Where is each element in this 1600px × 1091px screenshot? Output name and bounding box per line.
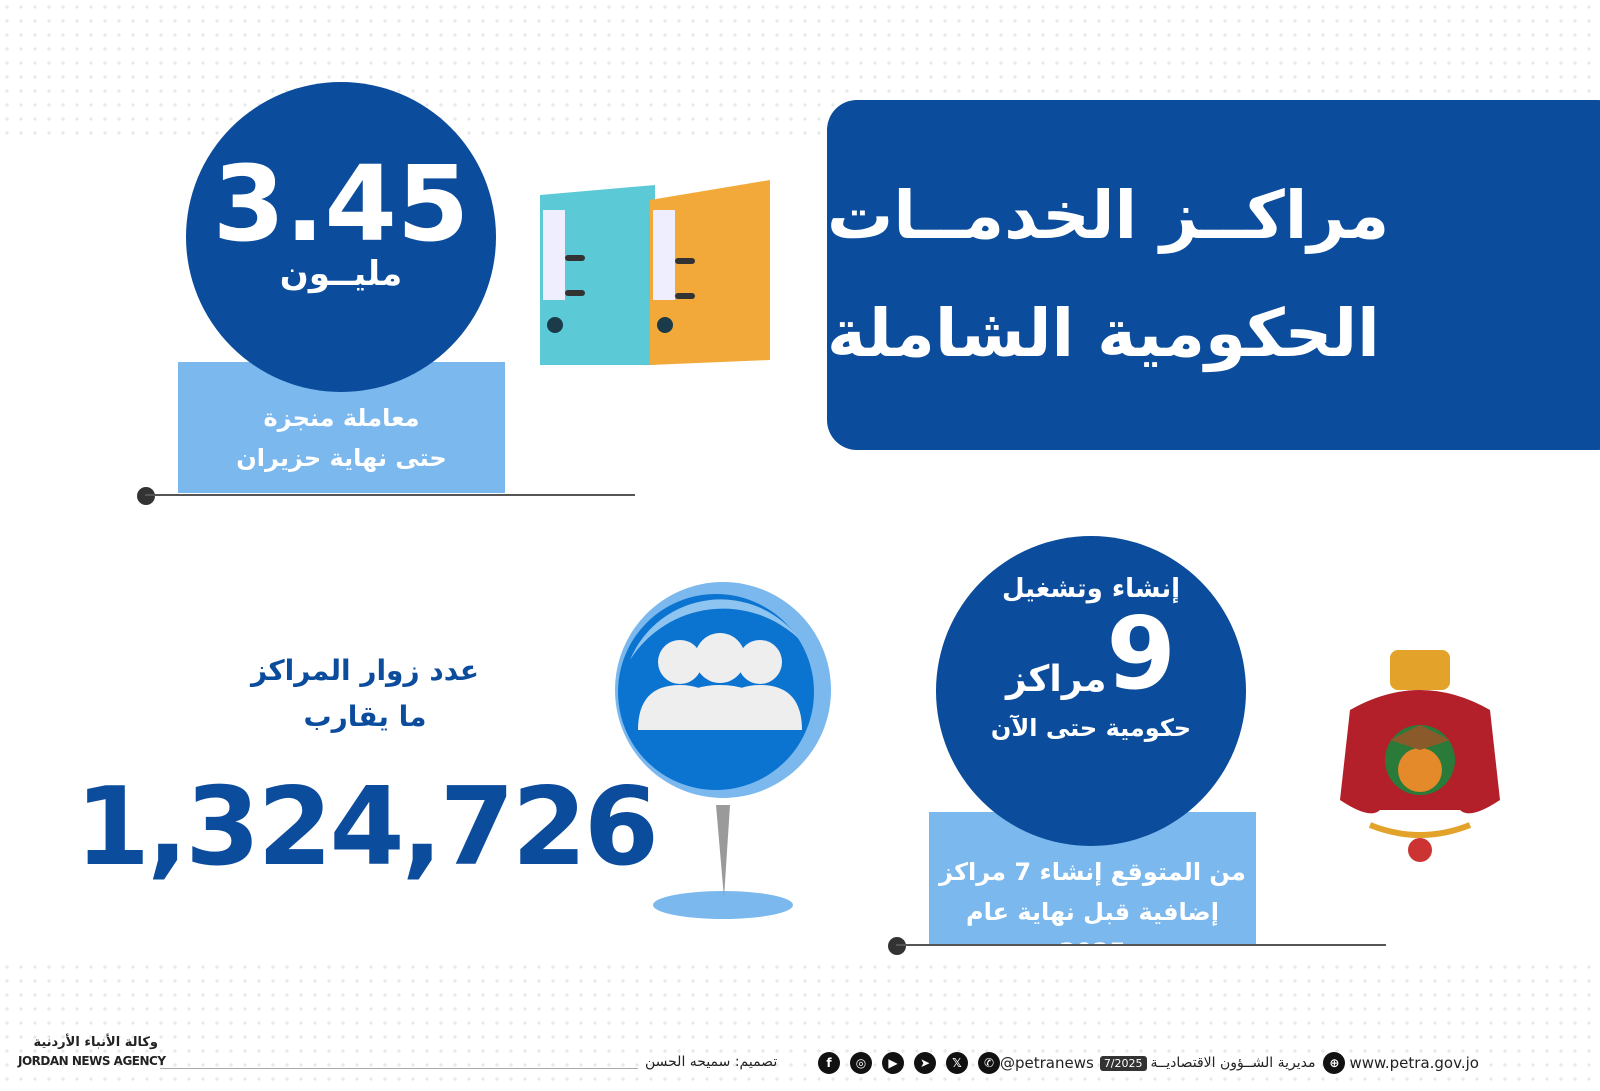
facebook-icon[interactable]: f (818, 1052, 840, 1074)
agency-logo-ar: وكالة الأنباء الأردنية (33, 1035, 158, 1050)
coat-of-arms-emblem (1340, 650, 1500, 862)
visitors-label: عدد زوار المراكز ما يقارب (200, 648, 530, 740)
visitors-label-line1: عدد زوار المراكز (250, 654, 479, 687)
centers-circle: إنشاء وتشغيل 9 مراكز حكومية حتى الآن (936, 536, 1246, 846)
line-dot (888, 937, 906, 955)
whatsapp-icon[interactable]: ✆ (978, 1052, 1000, 1074)
transactions-unit: مليــون (279, 254, 403, 294)
title-banner: مراكــز الخدمــات الحكومية الشاملة (827, 100, 1600, 450)
title-line1: مراكــز الخدمــات (827, 177, 1390, 254)
visitors-value: 1,324,726 (75, 765, 659, 890)
centers-bottom: حكومية حتى الآن (990, 714, 1192, 742)
divider-line (896, 944, 1386, 946)
centers-top: إنشاء وتشغيل (1001, 574, 1181, 604)
visitors-pin-icon (615, 582, 831, 919)
orange-binder-icon (650, 180, 770, 365)
agency-logo-en: JORDAN NEWS AGENCY (18, 1054, 166, 1068)
telegram-icon[interactable]: ➤ (914, 1052, 936, 1074)
website-link[interactable]: www.petra.gov.jo (1349, 1054, 1479, 1072)
globe-icon: ⊕ (1323, 1052, 1346, 1074)
transactions-caption-line1: معاملة منجزة (263, 404, 420, 432)
centers-value: 9 (1106, 595, 1176, 712)
transactions-caption-line2: حتى نهاية حزيران (236, 444, 447, 472)
department-label: مديرية الشــؤون الاقتصاديــة (1150, 1055, 1316, 1071)
transactions-caption: معاملة منجزة حتى نهاية حزيران (178, 362, 505, 493)
x-icon[interactable]: 𝕏 (946, 1052, 968, 1074)
centers-caption-line2: إضافية قبل نهاية عام 2025 (966, 898, 1219, 966)
visitors-label-line2: ما يقارب (303, 700, 427, 733)
youtube-icon[interactable]: ▶ (882, 1052, 904, 1074)
binders-illustration (540, 180, 770, 365)
divider-line (145, 494, 635, 496)
designer-credit: تصميم: سميحه الحسن (645, 1054, 778, 1070)
date-badge: 7/2025 (1099, 1055, 1147, 1071)
teal-binder-icon (540, 185, 655, 365)
users-icon (638, 633, 802, 730)
social-handle[interactable]: @petranews (1000, 1054, 1094, 1072)
instagram-icon[interactable]: ◎ (850, 1052, 872, 1074)
footer-line (160, 1068, 638, 1069)
line-dot (137, 487, 155, 505)
title-line2: الحكومية الشاملة (827, 295, 1380, 372)
centers-unit: مراكز (1006, 659, 1107, 700)
centers-caption: من المتوقع إنشاء 7 مراكز إضافية قبل نهاي… (929, 812, 1256, 966)
centers-caption-line1: من المتوقع إنشاء 7 مراكز (939, 858, 1246, 886)
transactions-circle: 3.45 مليــون (186, 82, 496, 392)
transactions-value: 3.45 (212, 143, 470, 265)
